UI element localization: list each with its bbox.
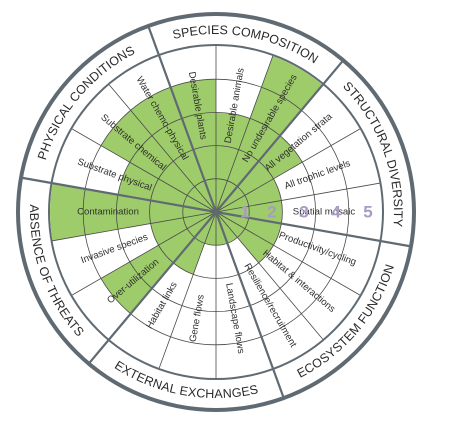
scale-number: 5 bbox=[363, 203, 372, 222]
score-wedge bbox=[100, 212, 216, 314]
attribute-spoke bbox=[108, 84, 217, 213]
score-wedge bbox=[216, 212, 238, 244]
score-wedge bbox=[216, 212, 274, 263]
attribute-label: Contamination bbox=[77, 207, 139, 218]
category-divider bbox=[147, 25, 218, 213]
scale-number: 2 bbox=[267, 203, 276, 222]
score-wedge bbox=[216, 212, 282, 246]
score-wedge bbox=[117, 162, 216, 212]
score-wedge bbox=[173, 212, 216, 275]
attribute-spoke bbox=[215, 128, 360, 213]
attribute-label: Spatial mosaic bbox=[293, 207, 356, 218]
attribute-spoke bbox=[158, 211, 217, 369]
attribute-spoke bbox=[215, 211, 324, 340]
attribute-spoke bbox=[72, 128, 217, 213]
category-divider bbox=[214, 211, 285, 399]
score-wedge bbox=[216, 112, 251, 212]
score-wedge bbox=[216, 178, 282, 212]
attribute-spoke bbox=[52, 211, 217, 242]
scale-number: 1 bbox=[240, 203, 249, 222]
attribute-spoke bbox=[215, 182, 380, 213]
category-divider bbox=[20, 176, 217, 214]
score-wedge bbox=[50, 183, 216, 241]
score-wedge bbox=[100, 110, 216, 212]
category-divider bbox=[87, 211, 217, 365]
scale-number: 4 bbox=[331, 203, 341, 222]
score-wedge bbox=[150, 212, 216, 246]
category-divider bbox=[215, 210, 412, 248]
attribute-spoke bbox=[215, 55, 274, 213]
category-divider bbox=[215, 59, 345, 213]
score-wedge bbox=[216, 135, 303, 212]
attribute-spoke bbox=[72, 211, 217, 296]
scale-number: 3 bbox=[299, 203, 308, 222]
score-wedge bbox=[130, 87, 216, 212]
attribute-spoke bbox=[215, 211, 360, 296]
score-wedge bbox=[216, 56, 323, 213]
